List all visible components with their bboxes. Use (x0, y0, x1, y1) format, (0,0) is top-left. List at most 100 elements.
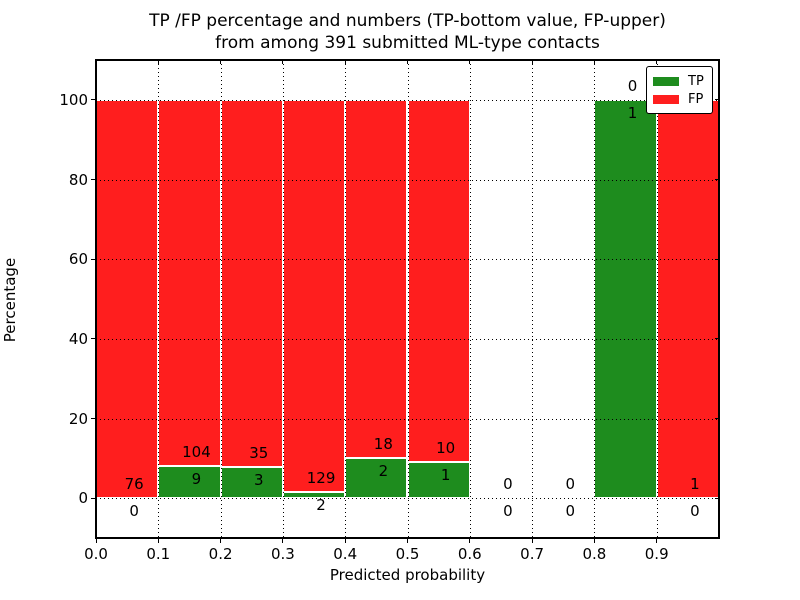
tp-count-label: 0 (129, 502, 139, 521)
bar-segment-tp (345, 458, 408, 499)
x-tick-mark-top (531, 60, 533, 64)
fp-count-label: 0 (627, 76, 638, 95)
x-tick-label: 0.1 (146, 545, 171, 563)
x-tick-mark-top (282, 60, 284, 64)
fp-count-label: 104 (182, 443, 211, 462)
x-tick-mark (157, 538, 159, 543)
bar-segment-tp (158, 466, 221, 499)
fp-count-label: 10 (436, 438, 456, 457)
bar-segment-fp (407, 99, 470, 462)
left-spine (95, 59, 97, 539)
x-tick-mark (282, 538, 284, 543)
x-gridline (532, 60, 534, 538)
tp-count-label: 3 (253, 470, 264, 489)
bar-segment-tp (407, 461, 470, 499)
x-tick-mark (469, 538, 471, 543)
y-tick-mark (91, 179, 96, 180)
fp-count-label: 0 (503, 475, 513, 494)
legend-item-fp: FP (653, 90, 705, 108)
y-tick-mark (91, 338, 96, 340)
y-tick-mark (91, 497, 96, 499)
x-gridline (594, 60, 596, 538)
x-gridline (656, 60, 658, 538)
x-tick-label: 0.8 (582, 545, 607, 563)
x-tick-label: 0.5 (395, 545, 420, 563)
x-gridline (345, 60, 347, 538)
y-gridline (96, 179, 719, 181)
x-gridline (282, 60, 284, 538)
x-gridline (158, 60, 160, 538)
legend-item-tp: TP (653, 72, 705, 90)
y-gridline (96, 99, 719, 101)
x-tick-mark (407, 538, 408, 543)
x-tick-label: 0.6 (457, 545, 482, 563)
y-tick-mark-right (715, 338, 719, 340)
fp-count-label: 18 (373, 435, 393, 454)
x-tick-label: 0.7 (520, 545, 545, 563)
tp-count-label: 9 (191, 470, 202, 489)
x-tick-mark-top (407, 60, 408, 64)
y-tick-mark-right (715, 497, 719, 499)
x-tick-mark-top (157, 60, 159, 64)
tp-count-label: 0 (503, 502, 513, 521)
x-tick-mark (593, 538, 595, 543)
fp-count-label: 1 (690, 475, 700, 494)
y-tick-mark-right (715, 99, 719, 101)
chart-title-line2: from among 391 submitted ML-type contact… (215, 33, 600, 53)
y-tick-mark-right (715, 258, 719, 260)
bar-segment-tp (594, 99, 657, 499)
y-tick-mark-right (715, 418, 719, 419)
y-tick-mark (91, 258, 96, 260)
legend: TP FP (646, 66, 713, 114)
chart-title: TP /FP percentage and numbers (TP-bottom… (96, 10, 719, 54)
y-gridline (96, 259, 719, 261)
x-tick-label: 0.3 (270, 545, 295, 563)
x-tick-mark-top (593, 60, 595, 64)
tp-count-label: 2 (316, 496, 326, 515)
x-tick-mark-top (220, 60, 222, 64)
x-tick-mark (220, 538, 222, 543)
x-gridline (220, 60, 222, 538)
fp-count-label: 0 (565, 475, 576, 494)
y-gridline (96, 418, 719, 420)
fp-color-swatch (653, 94, 679, 104)
x-tick-mark (95, 538, 97, 543)
y-tick-mark (91, 99, 96, 101)
y-axis-label: Percentage (1, 257, 19, 343)
x-tick-mark-top (656, 60, 658, 64)
chart-title-line1: TP /FP percentage and numbers (TP-bottom… (149, 11, 666, 31)
y-gridline (96, 498, 719, 500)
right-spine (718, 59, 720, 539)
x-tick-mark (656, 538, 658, 543)
tp-count-label: 2 (378, 462, 389, 481)
x-tick-mark-top (469, 60, 471, 64)
x-tick-mark (344, 538, 346, 543)
x-tick-label: 0.9 (644, 545, 669, 563)
x-tick-label: 0.0 (84, 545, 108, 563)
y-gridline (96, 338, 719, 340)
x-tick-mark (531, 538, 533, 543)
tp-count-label: 0 (565, 502, 576, 521)
fp-count-label: 129 (306, 469, 336, 488)
bar-segment-tp (220, 466, 283, 499)
y-tick-mark (91, 418, 96, 419)
bar-segment-fp (220, 99, 283, 467)
y-tick-label: 60 (68, 250, 88, 269)
fp-count-label: 76 (124, 475, 144, 494)
y-tick-label: 100 (59, 90, 88, 109)
x-tick-mark-top (95, 60, 97, 64)
bar-segment-fp (158, 99, 221, 467)
bar-segment-fp (282, 99, 346, 493)
y-tick-label: 40 (68, 329, 88, 348)
y-tick-mark-right (715, 179, 719, 180)
tp-count-label: 1 (627, 103, 638, 122)
legend-label-fp: FP (688, 91, 704, 107)
x-axis-label: Predicted probability (329, 566, 486, 584)
tp-color-swatch (653, 76, 679, 86)
y-tick-label: 0 (78, 489, 88, 508)
bar-segment-fp (96, 99, 159, 499)
y-tick-label: 80 (68, 170, 88, 189)
x-tick-label: 0.4 (333, 545, 358, 563)
tp-count-label: 1 (440, 465, 451, 484)
